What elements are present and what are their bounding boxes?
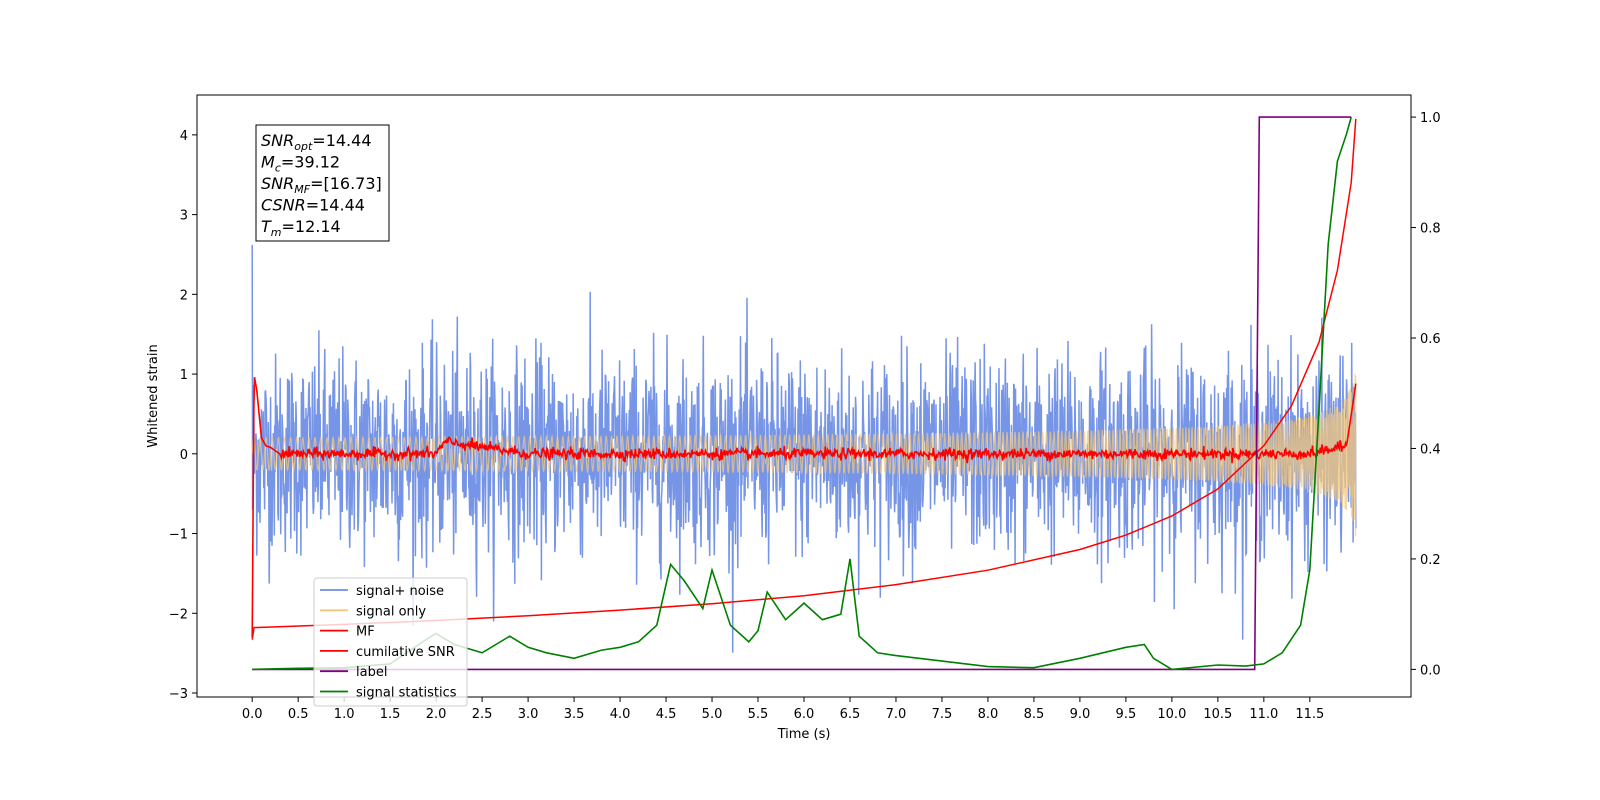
legend-entry: label: [356, 665, 387, 680]
x-tick-label: 11.0: [1249, 707, 1278, 722]
y2-tick-label: 0.4: [1420, 442, 1441, 457]
annotation-frame: [255, 124, 390, 242]
x-axis-label: Time (s): [777, 727, 831, 742]
x-axis: 0.0 0.5 1.0 1.5 2.0 2.5 3.0 3.5 4.0 4.5 5.0 5.5 6.0 6…: [242, 697, 1324, 722]
x-tick-label: 6.5: [840, 707, 861, 722]
x-tick-label: 11.5: [1295, 707, 1324, 722]
legend-entry: signal statistics: [356, 686, 457, 701]
annotation-line: Tm=12.14: [261, 217, 341, 239]
y-tick-label: 0: [180, 448, 188, 463]
series-signal-only: [251, 373, 1357, 537]
x-tick-label: 9.5: [1116, 707, 1137, 722]
x-tick-label: 8.5: [1024, 707, 1045, 722]
y2-tick-label: 0.6: [1420, 332, 1441, 347]
annotation-line: SNRMF=[16.73]: [261, 174, 382, 196]
signal-only-line: [251, 373, 1357, 537]
y-tick-label: −2: [169, 607, 188, 622]
signal-noise-line: [251, 244, 1357, 653]
y-axis-right: 0.0 0.2 0.4 0.6 0.8 1.0: [1411, 111, 1441, 678]
mf-line: [251, 376, 1357, 638]
legend-entry: cumilative SNR: [356, 645, 455, 660]
x-tick-label: 3.5: [564, 707, 585, 722]
legend: signal+ noise signal only MF cumilative SNR…: [313, 577, 468, 707]
annotation-box: SNRopt=14.44Mc=39.12SNRMF=[16.73]CSNR=14…: [255, 124, 390, 242]
annotation-line: CSNR=14.44: [261, 196, 365, 215]
x-tick-label: 8.0: [978, 707, 999, 722]
legend-frame: [313, 577, 468, 707]
x-tick-label: 4.5: [656, 707, 677, 722]
y2-tick-label: 0.8: [1420, 222, 1441, 237]
y-tick-label: −1: [169, 528, 188, 543]
annotation-line: Mc=39.12: [261, 153, 340, 175]
x-tick-label: 1.0: [334, 707, 355, 722]
y-axis-left: −3 −2 −1 0 1 2 3 4: [169, 129, 197, 702]
x-tick-label: 0.5: [288, 707, 309, 722]
legend-entry: MF: [356, 625, 375, 640]
legend-entry: signal only: [356, 604, 426, 619]
x-tick-label: 2.5: [472, 707, 493, 722]
legend-entry: signal+ noise: [356, 584, 444, 599]
y-tick-label: 1: [180, 368, 188, 383]
x-tick-label: 7.5: [932, 707, 953, 722]
label-line: [252, 116, 1352, 671]
y2-tick-label: 1.0: [1420, 111, 1441, 126]
series-signal-noise: [251, 244, 1357, 653]
y2-tick-label: 0.0: [1420, 663, 1441, 678]
x-tick-label: 0.0: [242, 707, 263, 722]
x-tick-label: 7.0: [886, 707, 907, 722]
x-tick-label: 3.0: [518, 707, 539, 722]
x-tick-label: 5.0: [702, 707, 723, 722]
x-tick-label: 5.5: [748, 707, 769, 722]
y-tick-label: −3: [169, 687, 188, 702]
y-tick-label: 3: [180, 209, 188, 224]
y-tick-label: 2: [180, 288, 188, 303]
x-tick-label: 1.5: [380, 707, 401, 722]
x-tick-label: 10.0: [1157, 707, 1186, 722]
y-tick-label: 4: [180, 129, 188, 144]
signal-statistics-line: [252, 116, 1352, 671]
x-tick-label: 9.0: [1070, 707, 1091, 722]
y2-tick-label: 0.2: [1420, 553, 1441, 568]
cumulative-snr-line: [251, 118, 1357, 640]
x-tick-label: 10.5: [1203, 707, 1232, 722]
y-axis-label: Whitened strain: [146, 344, 161, 447]
x-tick-label: 2.0: [426, 707, 447, 722]
annotation-line: SNRopt=14.44: [261, 131, 372, 153]
x-tick-label: 6.0: [794, 707, 815, 722]
x-tick-label: 4.0: [610, 707, 631, 722]
